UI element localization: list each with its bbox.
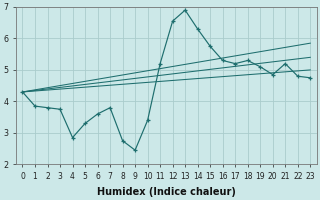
X-axis label: Humidex (Indice chaleur): Humidex (Indice chaleur) xyxy=(97,187,236,197)
